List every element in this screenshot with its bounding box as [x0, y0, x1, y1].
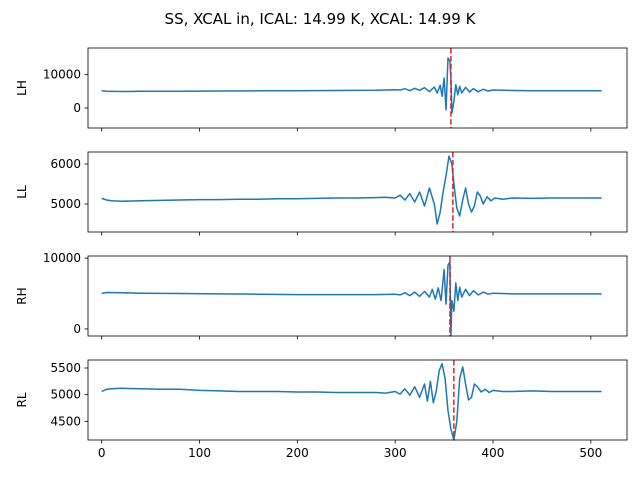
- y-tick-label: 0: [73, 101, 81, 115]
- y-tick-label: 5500: [50, 361, 81, 375]
- y-axis-label: LH: [15, 80, 29, 96]
- subplot-lh: 0 10000 LH: [15, 47, 628, 132]
- y-tick-label: 6000: [50, 157, 81, 171]
- series-line-rh: [101, 260, 602, 337]
- axes-frame: [87, 359, 628, 441]
- x-tick-label: 0: [98, 446, 106, 460]
- series-line-rl: [101, 362, 602, 441]
- y-tick-label: 5000: [50, 197, 81, 211]
- x-tick-label: 300: [384, 446, 407, 460]
- y-tick-label: 10000: [43, 68, 81, 82]
- y-axis-label: LL: [15, 185, 29, 199]
- x-tick-label: 400: [482, 446, 505, 460]
- series-line-lh: [101, 57, 602, 114]
- y-tick-label: 10000: [43, 251, 81, 265]
- axes-frame: [87, 255, 628, 337]
- figure-title: SS, XCAL in, ICAL: 14.99 K, XCAL: 14.99 …: [165, 10, 477, 28]
- subplots: 0 10000 LH 5000 6000 LL 0 10000 RH 4500 5000 5500 0 1…: [15, 47, 628, 460]
- y-tick-label: 5000: [50, 388, 81, 402]
- x-tick-label: 500: [579, 446, 602, 460]
- axes-frame: [87, 151, 628, 233]
- y-axis-label: RH: [15, 287, 29, 304]
- series-line-ll: [101, 155, 602, 225]
- y-tick-label: 0: [73, 322, 81, 336]
- y-tick-label: 4500: [50, 414, 81, 428]
- subplot-ll: 5000 6000 LL: [15, 151, 628, 236]
- axes-frame: [87, 47, 628, 129]
- x-tick-label: 100: [188, 446, 211, 460]
- subplot-rl: 4500 5000 5500 0 100 200 300 400 500 RL: [15, 359, 628, 460]
- y-axis-label: RL: [15, 392, 29, 407]
- x-tick-label: 200: [286, 446, 309, 460]
- subplot-rh: 0 10000 RH: [15, 251, 628, 340]
